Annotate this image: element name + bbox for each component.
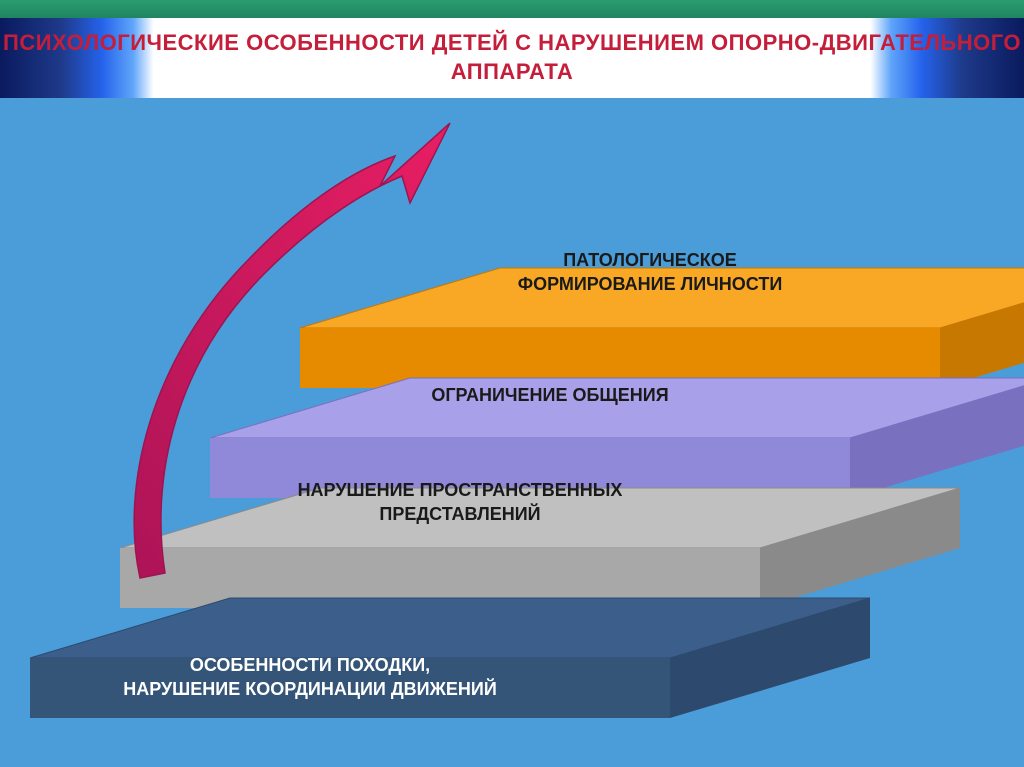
diagram-area: ПАТОЛОГИЧЕСКОЕ ФОРМИРОВАНИЕ ЛИЧНОСТИ ОГР… <box>0 98 1024 767</box>
top-accent-bar <box>0 0 1024 18</box>
step-label-1: ОСОБЕННОСТИ ПОХОДКИ, НАРУШЕНИЕ КООРДИНАЦ… <box>80 653 540 702</box>
step-1-line-1: ОСОБЕННОСТИ ПОХОДКИ, <box>190 655 430 675</box>
title-strip: ПСИХОЛОГИЧЕСКИЕ ОСОБЕННОСТИ ДЕТЕЙ С НАРУ… <box>0 18 1024 98</box>
upward-arrow <box>110 108 470 588</box>
step-1-line-2: НАРУШЕНИЕ КООРДИНАЦИИ ДВИЖЕНИЙ <box>123 679 497 699</box>
step-4-line-1: ПАТОЛОГИЧЕСКОЕ <box>563 250 737 270</box>
slide-title: ПСИХОЛОГИЧЕСКИЕ ОСОБЕННОСТИ ДЕТЕЙ С НАРУ… <box>0 29 1024 86</box>
step-label-4: ПАТОЛОГИЧЕСКОЕ ФОРМИРОВАНИЕ ЛИЧНОСТИ <box>440 248 860 297</box>
step-4-line-2: ФОРМИРОВАНИЕ ЛИЧНОСТИ <box>518 274 783 294</box>
